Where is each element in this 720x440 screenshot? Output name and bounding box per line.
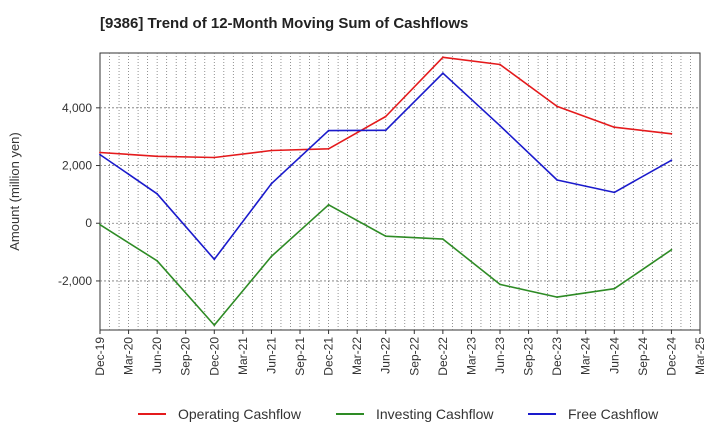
investing-cashflow-point [499,283,501,286]
free-cashflow-point [270,182,273,185]
investing-cashflow-point [556,296,558,298]
x-tick-label: Mar-20 [122,337,136,375]
x-tick-label: Dec-19 [93,337,107,376]
operating-cashflow-point [270,149,273,152]
x-tick-label: Dec-24 [664,337,678,376]
chart-title: [9386] Trend of 12-Month Moving Sum of C… [100,15,469,32]
plot-area [99,52,701,331]
free-cashflow-point [213,258,216,261]
x-tick-label: Dec-23 [550,337,564,376]
operating-cashflow-point [99,151,101,154]
x-tick-label: Mar-24 [579,337,593,375]
operating-cashflow-point [213,156,216,159]
y-tick-label: 0 [85,216,92,230]
operating-cashflow-point [442,56,444,59]
x-tick-label: Jun-21 [264,337,278,374]
free-cashflow-point [156,192,159,195]
investing-cashflow-point [99,223,101,226]
operating-cashflow-point [156,155,159,158]
free-cashflow-point [384,129,387,132]
y-tick-label: 4,000 [62,101,92,115]
x-tick-label: Jun-22 [379,337,393,374]
x-tick-label: Mar-23 [464,337,478,375]
x-tick-label: Sep-20 [179,337,193,376]
x-tick-label: Dec-21 [322,337,336,376]
x-tick-label: Mar-21 [236,337,250,375]
investing-cashflow-point [670,248,673,251]
legend-label-free-cashflow: Free Cashflow [568,406,659,422]
operating-cashflow-point [499,63,501,66]
y-axis-label: Amount (million yen) [7,132,22,251]
investing-cashflow-point [270,255,273,258]
legend-label-investing-cashflow: Investing Cashflow [376,406,494,422]
x-tick-label: Jun-24 [607,337,621,374]
x-tick-label: Sep-24 [636,337,650,376]
x-tick-label: Dec-22 [436,337,450,376]
x-tick-label: Jun-20 [150,337,164,374]
free-cashflow-point [613,191,616,194]
x-tick-label: Jun-23 [493,337,507,374]
y-tick-label: -2,000 [58,274,92,288]
free-cashflow-point [442,72,444,75]
x-tick-label: Sep-21 [293,337,307,376]
investing-cashflow-point [213,324,216,326]
y-tick-label: 2,000 [62,159,92,173]
free-cashflow-point [670,159,673,162]
operating-cashflow-point [384,115,387,118]
investing-cashflow-point [327,203,330,206]
x-tick-label: Dec-20 [207,337,221,376]
x-tick-label: Mar-22 [350,337,364,375]
operating-cashflow-point [556,105,558,108]
operating-cashflow-point [327,147,330,150]
investing-cashflow-point [442,238,444,241]
free-cashflow-point [499,124,501,127]
investing-cashflow-point [384,235,387,238]
legend-label-operating-cashflow: Operating Cashflow [178,406,302,422]
x-tick-label: Sep-23 [522,337,536,376]
investing-cashflow-point [613,287,616,290]
free-cashflow-point [327,129,330,132]
x-tick-label: Mar-25 [693,337,707,375]
free-cashflow-point [556,179,558,181]
investing-cashflow-point [156,259,159,262]
free-cashflow-point [99,153,101,156]
operating-cashflow-point [670,132,673,135]
x-tick-label: Sep-22 [407,337,421,376]
operating-cashflow-point [613,126,616,129]
